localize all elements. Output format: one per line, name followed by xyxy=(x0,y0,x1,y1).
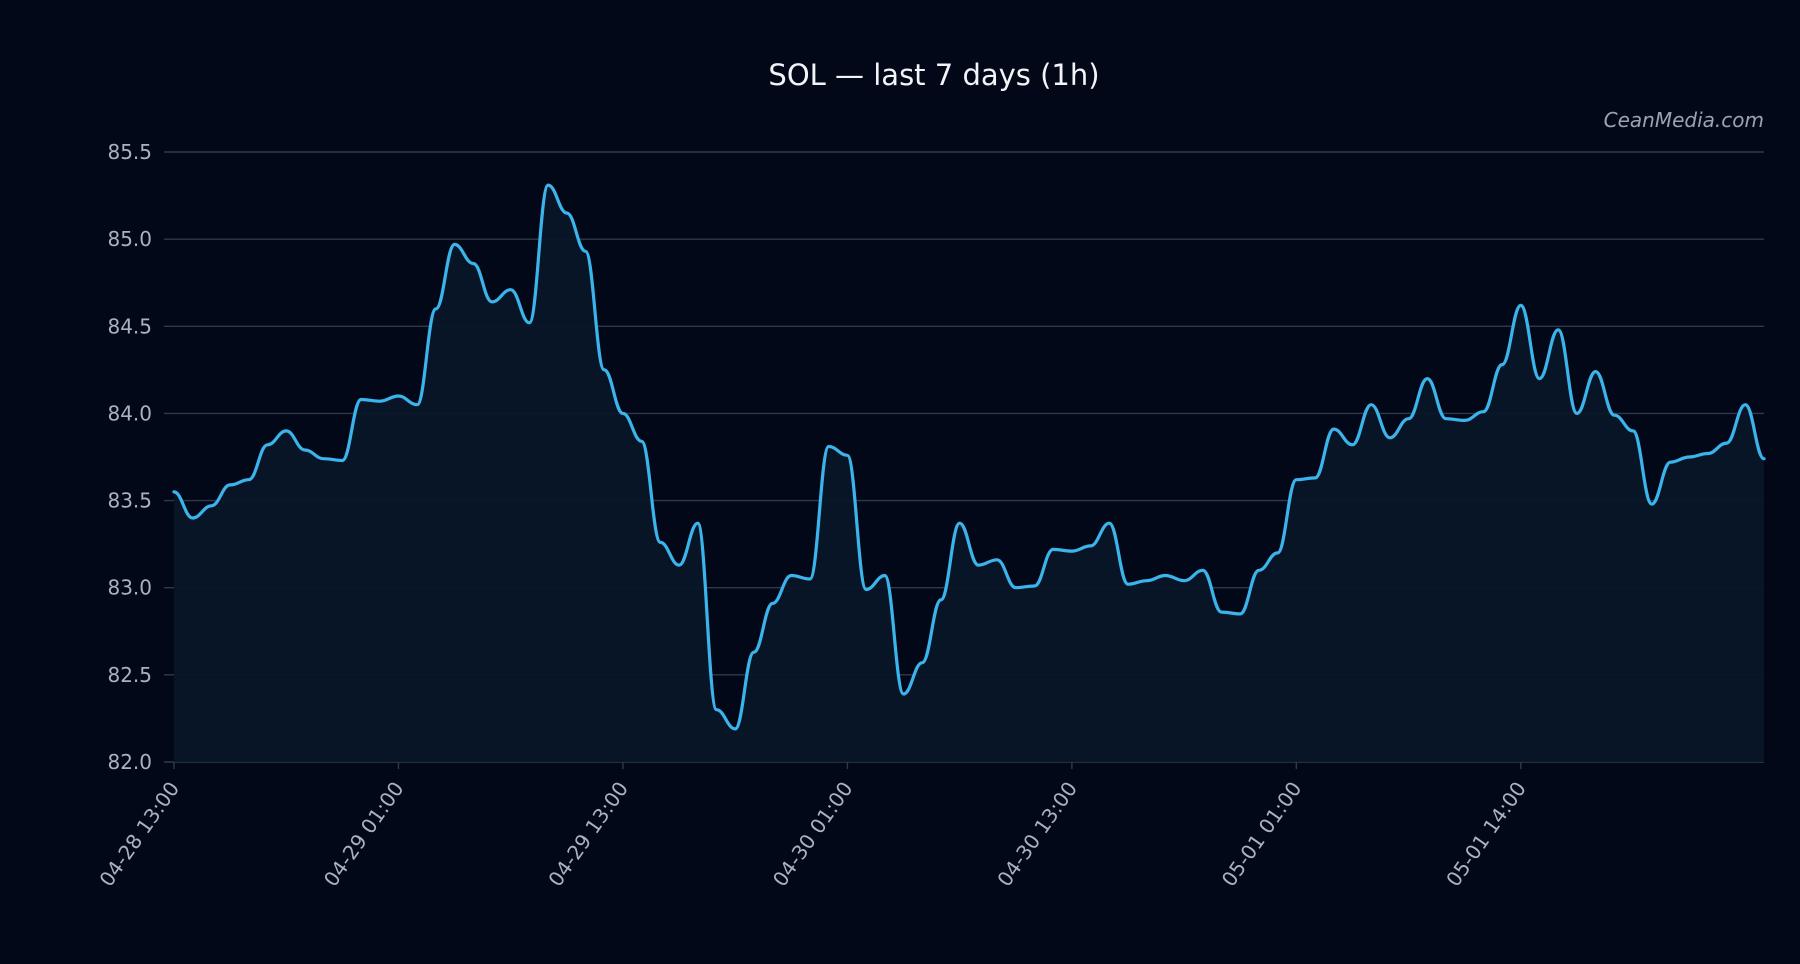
x-tick-label: 05-01 01:00 xyxy=(1217,777,1307,891)
x-tick-label: 04-29 01:00 xyxy=(319,777,409,891)
x-axis: 04-28 13:00 04-29 01:00 04-29 13:00 04-30 0… xyxy=(94,762,1531,891)
x-tick-label: 04-28 13:00 xyxy=(94,777,184,891)
y-tick-label: 85.0 xyxy=(107,227,152,251)
x-tick-label: 04-30 01:00 xyxy=(768,777,858,891)
y-tick-label: 85.5 xyxy=(107,140,152,164)
y-tick-label: 82.0 xyxy=(107,750,152,774)
y-tick-label: 83.0 xyxy=(107,576,152,600)
y-tick-label: 84.0 xyxy=(107,401,152,425)
y-axis: 82.0 82.5 83.0 83.5 84.0 84.5 85.0 85.5 xyxy=(107,140,152,774)
x-tick-label: 04-30 13:00 xyxy=(992,777,1082,891)
y-tick-label: 83.5 xyxy=(107,489,152,513)
watermark-text: CeanMedia.com xyxy=(1604,108,1764,132)
y-tick-label: 82.5 xyxy=(107,663,152,687)
x-tick-label: 05-01 14:00 xyxy=(1441,777,1531,891)
price-area-fill xyxy=(174,185,1764,763)
chart-title: SOL — last 7 days (1h) xyxy=(768,58,1099,92)
x-tick-label: 04-29 13:00 xyxy=(543,777,633,891)
price-line xyxy=(172,183,1766,731)
y-tick-label: 84.5 xyxy=(107,314,152,338)
